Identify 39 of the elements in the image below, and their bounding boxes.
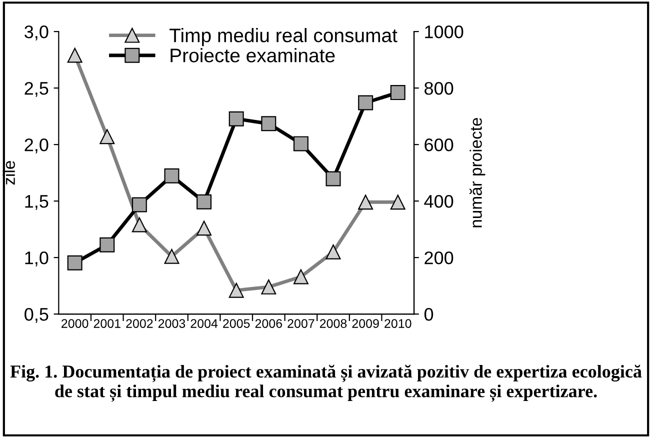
y2-tick-label: 0	[424, 308, 434, 321]
point	[390, 85, 406, 100]
y2-tick-label: 600	[424, 138, 454, 152]
point	[196, 194, 212, 210]
x-tick-label: 2006	[255, 319, 282, 328]
y2-tick-label: 400	[424, 194, 454, 208]
y-tick-label: 2,5	[24, 82, 48, 97]
point	[228, 111, 244, 126]
y2-tick-label: 200	[424, 251, 454, 264]
x-tick-label: 2002	[126, 319, 153, 328]
legend-label: Proiecte examinate	[170, 48, 335, 62]
y-axis-title: zile	[2, 161, 16, 185]
x-tick-label: 2001	[94, 319, 120, 328]
x-tick-label: 2004	[190, 319, 218, 328]
point	[261, 116, 276, 132]
x-tick-label: 2005	[223, 319, 250, 328]
x-tick-label: 2000	[62, 319, 88, 328]
point	[164, 168, 180, 184]
y-tick-label: 2,0	[24, 138, 48, 154]
x-tick-label: 2008	[320, 319, 347, 328]
y2-axis-title: număr proiecte	[469, 118, 486, 228]
text: Fig. 1. Documentația de proiect examinată și avizată pozitiv de expertiza ecologică de stat și timpul mediu real consumat pentru examinare și expertizare.	[10, 364, 642, 402]
point	[67, 255, 82, 270]
y-tick-label: 3,0	[24, 25, 48, 40]
point	[326, 171, 341, 186]
y-tick-label: 1,0	[25, 251, 48, 266]
y2-tick-label: 1000	[425, 25, 464, 38]
point	[358, 95, 374, 110]
y-tick-label: 0,5	[24, 308, 48, 323]
legend-label: Timp mediu real consumat	[170, 28, 398, 46]
x-tick-label: 2010	[384, 319, 412, 328]
y-tick-label: 1,5	[25, 195, 48, 210]
x-tick-label: 2007	[288, 319, 314, 328]
y2-tick-label: 800	[424, 82, 454, 95]
point	[132, 197, 147, 212]
x-tick-label: 2003	[158, 319, 186, 328]
point	[293, 136, 308, 152]
x-tick-label: 2009	[352, 319, 379, 328]
point	[100, 237, 115, 252]
